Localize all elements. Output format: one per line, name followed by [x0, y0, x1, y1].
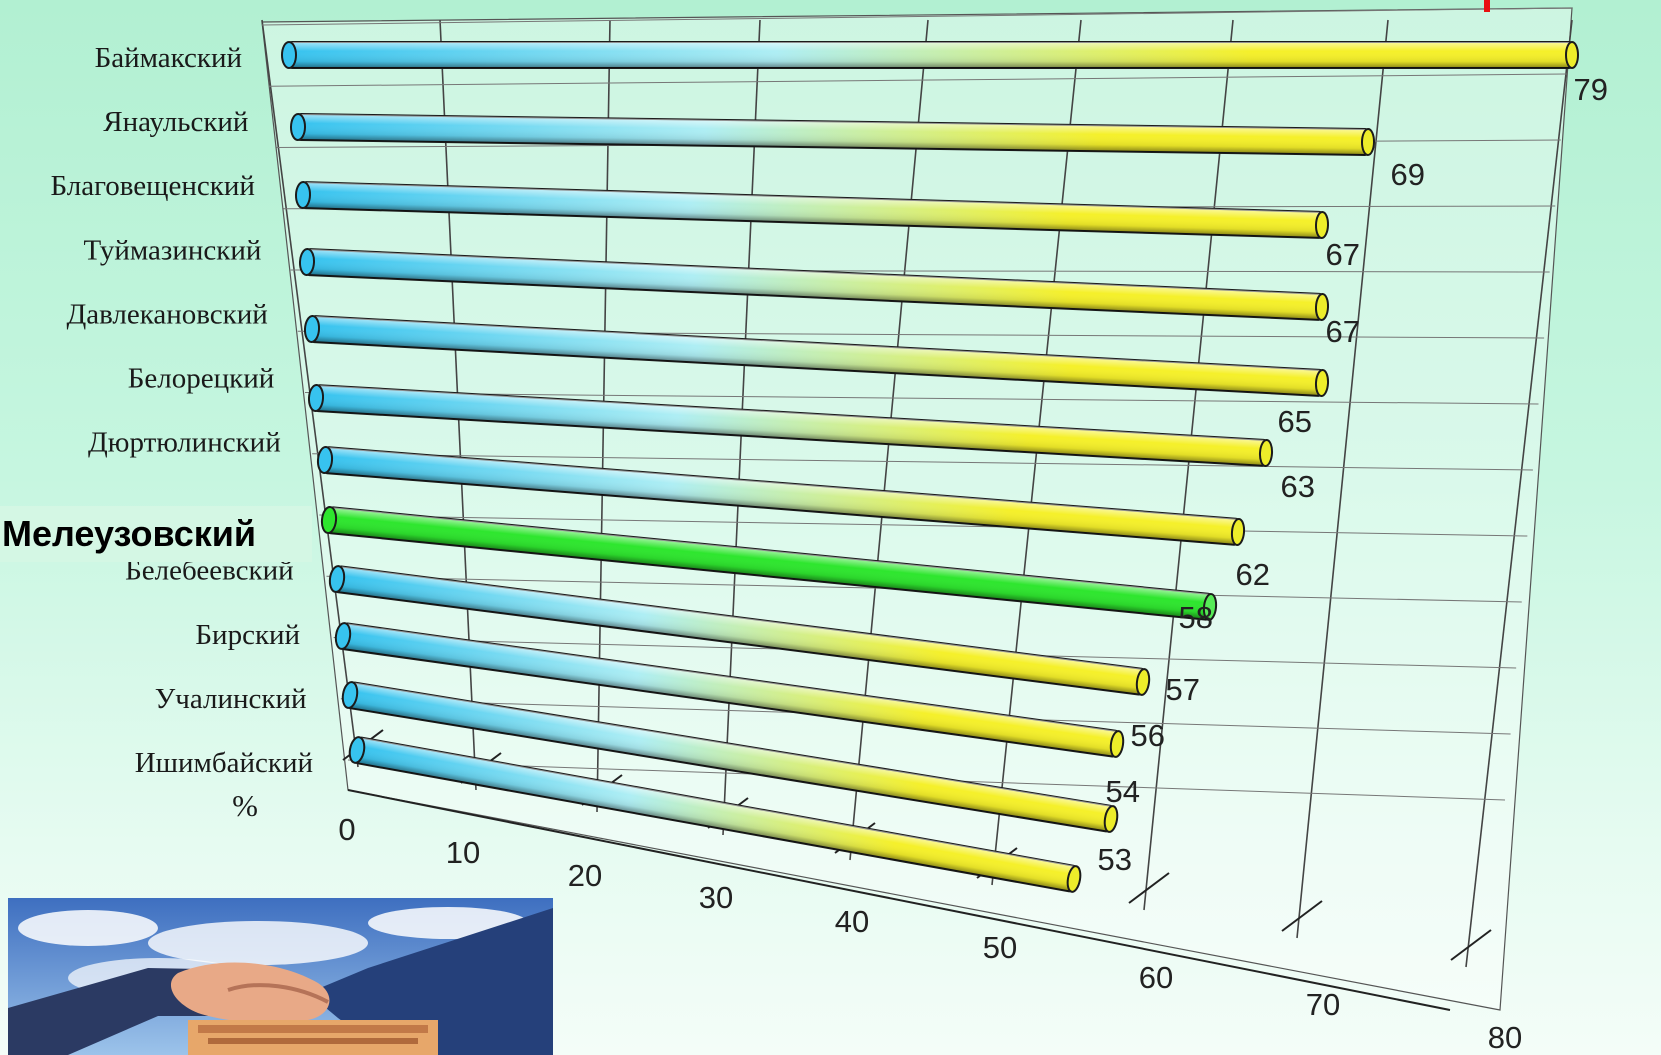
- bar-2-cap-start: [289, 113, 307, 141]
- x-tick-mark: [1281, 900, 1323, 932]
- y-gridline: [261, 7, 1573, 26]
- bar-3: [294, 181, 1330, 239]
- bar-8-shade: [328, 507, 1211, 620]
- value-label: 54: [1106, 774, 1140, 809]
- category-label: Давлекановский: [66, 298, 267, 330]
- bar-11: [341, 681, 1119, 833]
- bar-4-shade: [306, 249, 1323, 320]
- bar-7-cap-end: [1230, 518, 1246, 546]
- x-tick-label: 30: [699, 880, 733, 915]
- bar-6-cap-start: [307, 384, 325, 412]
- category-label: Белорецкий: [128, 362, 275, 394]
- bar-6: [307, 384, 1274, 467]
- bar-9-shade: [335, 566, 1145, 695]
- bar-1: [281, 41, 1579, 69]
- x-axis-unit-label: %: [232, 788, 258, 823]
- bar-9: [328, 565, 1151, 696]
- value-label: 53: [1098, 842, 1132, 877]
- handshake-photo: [8, 898, 553, 1055]
- bar-10-cap-start: [334, 622, 352, 650]
- bar-2-cap-end: [1360, 128, 1376, 156]
- x-axis-line: [347, 789, 1451, 1011]
- bar-11-cap-start: [341, 681, 359, 709]
- y-gridline: [312, 453, 1533, 471]
- x-tick-label: 80: [1488, 1020, 1522, 1055]
- x-gridline: [1296, 19, 1389, 939]
- corner-accent-mark: [1484, 0, 1490, 12]
- bar-11-cap-end: [1103, 805, 1119, 833]
- category-label: Благовещенский: [51, 170, 255, 202]
- value-label: 69: [1391, 157, 1425, 192]
- bar-12-shade: [355, 737, 1076, 892]
- bar-12: [348, 736, 1082, 893]
- category-label: Учалинский: [155, 683, 307, 715]
- bar-4: [298, 248, 1330, 321]
- bar-12-cap-start: [348, 736, 366, 764]
- value-label: 63: [1281, 469, 1315, 504]
- x-tick-label: 60: [1139, 960, 1173, 995]
- bar-3-cap-start: [294, 181, 312, 209]
- category-label: Дюртюлинский: [88, 427, 281, 459]
- category-label: Ишимбайский: [135, 747, 313, 779]
- bar-7-shade: [324, 447, 1239, 545]
- x-tick-label: 0: [338, 812, 355, 847]
- bar-1-cap-end: [1565, 41, 1579, 69]
- bar-8: [320, 506, 1218, 621]
- highlighted-category-label: Мелеузовский: [0, 506, 312, 562]
- value-label: 67: [1326, 314, 1360, 349]
- bar-8-cap-end: [1202, 593, 1218, 621]
- bar-4-cap-start: [298, 248, 316, 276]
- x-tick-mark: [1450, 929, 1492, 961]
- y-gridline: [269, 73, 1567, 87]
- x-gridline: [1465, 19, 1573, 968]
- x-tick-label: 70: [1306, 987, 1340, 1022]
- bar-5-shade: [311, 316, 1323, 396]
- bar-4-cap-end: [1314, 293, 1330, 321]
- bar-12-cap-end: [1066, 865, 1082, 893]
- bar-3-cap-end: [1314, 211, 1330, 239]
- handshake-photo-icon: [8, 898, 553, 1055]
- bar-6-cap-end: [1258, 439, 1274, 467]
- value-label: 57: [1166, 672, 1200, 707]
- bar-7-cap-start: [316, 446, 334, 474]
- x-tick-label: 40: [835, 904, 869, 939]
- bar-10: [334, 622, 1125, 758]
- bar-11-shade: [348, 682, 1113, 832]
- y-gridline: [319, 514, 1528, 537]
- bar-9-cap-start: [328, 565, 346, 593]
- bar-9-cap-end: [1135, 668, 1151, 696]
- value-label: 56: [1131, 718, 1165, 753]
- x-tick-mark: [1128, 872, 1170, 904]
- category-label: Туймазинский: [84, 234, 262, 266]
- x-tick-label: 10: [446, 835, 480, 870]
- category-label: Баймакский: [95, 42, 242, 74]
- bar-8-cap-start: [320, 506, 338, 534]
- category-label: Бирский: [195, 619, 300, 651]
- bar-10-shade: [341, 623, 1119, 757]
- bar-2-shade: [297, 114, 1369, 155]
- bar-1-shade: [289, 42, 1572, 68]
- bar-1-cap-start: [281, 41, 297, 69]
- value-label: 62: [1236, 557, 1270, 592]
- chart-labels: 79 Баймакский 69 Янаульский 67 Благовещенский…: [51, 42, 1608, 1055]
- value-label: 67: [1326, 237, 1360, 272]
- y-gridline: [304, 392, 1539, 405]
- bar-5-cap-start: [303, 315, 321, 343]
- value-label: 65: [1278, 404, 1312, 439]
- x-tick-label: 50: [983, 930, 1017, 965]
- bar-10-cap-end: [1109, 730, 1125, 758]
- value-label: 58: [1179, 600, 1213, 635]
- category-label: Янаульский: [103, 106, 248, 138]
- value-label: 79: [1574, 72, 1608, 107]
- bar-3-shade: [302, 182, 1323, 238]
- bar-6-shade: [315, 385, 1267, 466]
- bar-2: [289, 113, 1376, 156]
- chart-bars: [281, 41, 1579, 893]
- bar-7: [316, 446, 1246, 546]
- bar-5: [303, 315, 1330, 397]
- x-tick-label: 20: [568, 858, 602, 893]
- bar-5-cap-end: [1314, 369, 1330, 397]
